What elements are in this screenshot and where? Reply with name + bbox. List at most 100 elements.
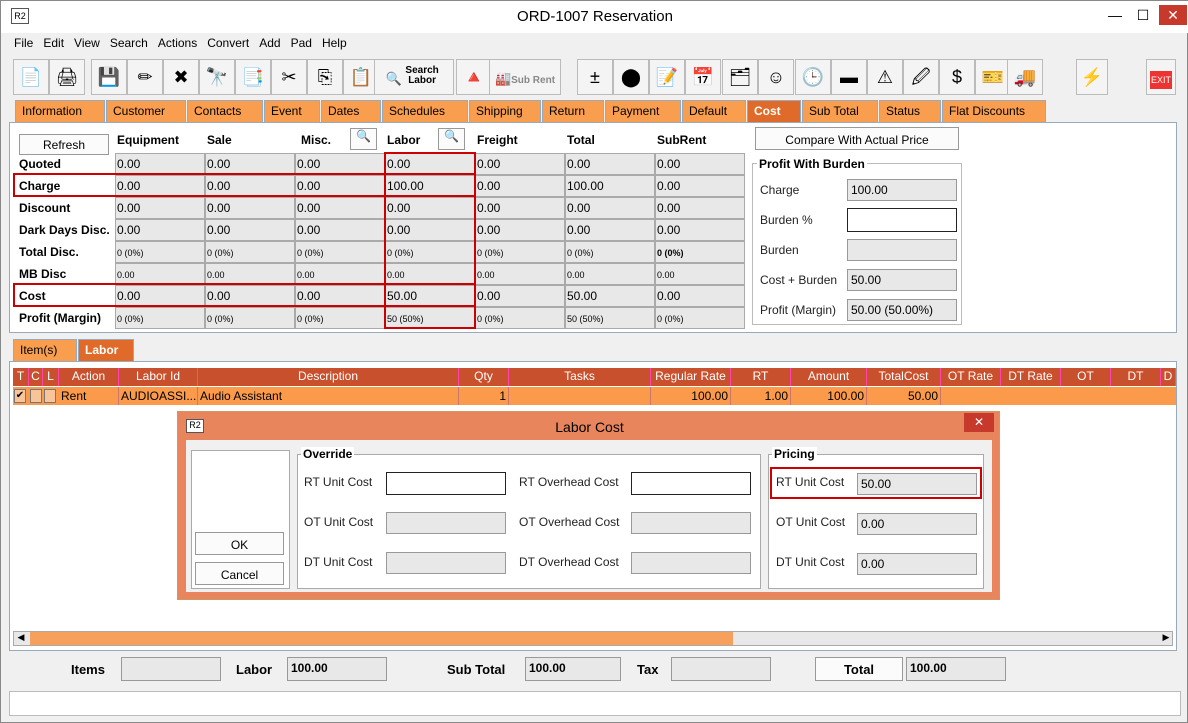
minimize-button[interactable]: — (1108, 7, 1122, 23)
sub-rent-button[interactable]: 🏭Sub Rent (489, 59, 561, 95)
edit-doc-button[interactable]: 🖉 (903, 59, 939, 95)
track-checkbox[interactable]: ✔ (14, 389, 26, 403)
horizontal-scrollbar[interactable]: ◀ ▶ (13, 631, 1173, 646)
subtab-items[interactable]: Item(s) (13, 339, 77, 361)
delete-button[interactable]: ✖ (163, 59, 199, 95)
copy-button[interactable]: ⎘ (307, 59, 343, 95)
maximize-button[interactable]: ☐ (1136, 7, 1150, 23)
shapes-button[interactable]: 🔺 (456, 59, 492, 95)
currency-button[interactable]: $ (939, 59, 975, 95)
clock-doc-button[interactable]: 🕒 (795, 59, 831, 95)
grid-header-totalcost[interactable]: TotalCost (867, 368, 941, 386)
grid-header-l[interactable]: L (43, 368, 59, 386)
grid-header-regular-rate[interactable]: Regular Rate (651, 368, 731, 386)
l-checkbox[interactable] (44, 389, 56, 403)
menu-view[interactable]: View (74, 36, 100, 50)
grid-header-t[interactable]: T (13, 368, 29, 386)
org-chart-button[interactable]: 🗂 (722, 59, 758, 95)
menu-help[interactable]: Help (321, 36, 347, 50)
grid-cell-qty[interactable]: 1 (459, 387, 509, 405)
binoculars-button[interactable]: 🔭 (199, 59, 235, 95)
grid-header-dt-rate[interactable]: DT Rate (1001, 368, 1061, 386)
compare-actual-price-button[interactable]: Compare With Actual Price (755, 127, 959, 150)
grid-header-ot-rate[interactable]: OT Rate (941, 368, 1001, 386)
menu-edit[interactable]: Edit (43, 36, 65, 50)
coupons-button[interactable]: 🎫 (975, 59, 1011, 95)
copy-order-button[interactable]: 📑 (235, 59, 271, 95)
menu-pad[interactable]: Pad (290, 36, 312, 50)
tab-information[interactable]: Information (15, 100, 105, 122)
menu-file[interactable]: File (14, 36, 34, 50)
close-button[interactable]: ✕ (1159, 5, 1187, 25)
ok-button[interactable]: OK (195, 532, 284, 555)
grid-header-action[interactable]: Action (59, 368, 119, 386)
menu-add[interactable]: Add (259, 36, 281, 50)
grid-header-tasks[interactable]: Tasks (509, 368, 651, 386)
scroll-right-icon[interactable]: ▶ (1162, 632, 1170, 642)
grid-cell-amount[interactable]: 100.00 (791, 387, 867, 405)
scroll-left-icon[interactable]: ◀ (17, 632, 25, 642)
override-rt-overhead-input[interactable] (631, 472, 751, 495)
tab-contacts[interactable]: Contacts (187, 100, 263, 122)
tab-sub-total[interactable]: Sub Total (802, 100, 878, 122)
tab-event[interactable]: Event (264, 100, 320, 122)
print-button[interactable]: 🖨 (49, 59, 85, 95)
burden-pct-input[interactable] (847, 208, 957, 232)
grid-cell-labor-id[interactable]: AUDIOASSI... (119, 387, 198, 405)
tab-flat-discounts[interactable]: Flat Discounts (942, 100, 1046, 122)
tab-default[interactable]: Default (682, 100, 746, 122)
tab-customer[interactable]: Customer (106, 100, 186, 122)
tab-cost[interactable]: Cost (747, 100, 801, 122)
smiley-button[interactable]: ☺ (758, 59, 794, 95)
c-checkbox[interactable] (30, 389, 42, 403)
truck-button[interactable]: 🚚 (1007, 59, 1043, 95)
misc-search-icon[interactable]: 🔍 (350, 128, 377, 150)
grid-cell-tasks[interactable] (509, 387, 651, 405)
tab-payment[interactable]: Payment (605, 100, 681, 122)
group-button[interactable]: ⬤ (613, 59, 649, 95)
exit-button[interactable]: EXIT (1146, 59, 1176, 95)
dialog-close-button[interactable]: ✕ (964, 413, 994, 432)
menu-search[interactable]: Search (109, 36, 148, 50)
add-remove-button[interactable]: ± (577, 59, 613, 95)
grid-header-rt[interactable]: RT (731, 368, 791, 386)
edit-pencil-icon: ✏ (137, 67, 153, 87)
tab-dates[interactable]: Dates (321, 100, 381, 122)
grid-cell-description[interactable]: Audio Assistant (198, 387, 459, 405)
ingot-button[interactable]: ▬ (831, 59, 867, 95)
edit-pencil-button[interactable]: ✏ (127, 59, 163, 95)
grid-header-dt[interactable]: DT (1111, 368, 1161, 386)
search-labor-button[interactable]: 🔍Search Labor (374, 59, 454, 95)
grid-header-c[interactable]: C (29, 368, 43, 386)
notes-button[interactable]: 📝 (649, 59, 685, 95)
lightning-button[interactable]: ⚡ (1076, 59, 1108, 95)
menu-convert[interactable]: Convert (207, 36, 250, 50)
grid-cell-action[interactable]: Rent (59, 387, 119, 405)
tab-schedules[interactable]: Schedules (382, 100, 468, 122)
grid-cell-regular-rate[interactable]: 100.00 (651, 387, 731, 405)
labor-search-icon[interactable]: 🔍 (438, 128, 465, 150)
cost-cell: 50.00 (565, 285, 655, 307)
grid-header-qty[interactable]: Qty (459, 368, 509, 386)
grid-header-d[interactable]: D (1161, 368, 1176, 386)
alert-person-button[interactable]: ⚠ (867, 59, 903, 95)
save-button[interactable]: 💾 (91, 59, 127, 95)
tab-return[interactable]: Return (542, 100, 604, 122)
tab-status[interactable]: Status (879, 100, 941, 122)
cut-button[interactable]: ✂ (271, 59, 307, 95)
grid-header-labor-id[interactable]: Labor Id (119, 368, 198, 386)
grid-header-description[interactable]: Description (198, 368, 459, 386)
scrollbar-thumb[interactable] (30, 632, 733, 645)
grid-cell-rt[interactable]: 1.00 (731, 387, 791, 405)
grid-header-ot[interactable]: OT (1061, 368, 1111, 386)
override-rt-unit-input[interactable] (386, 472, 506, 495)
menu-actions[interactable]: Actions (157, 36, 198, 50)
tab-shipping[interactable]: Shipping (469, 100, 541, 122)
calendar-button[interactable]: 📅 (685, 59, 721, 95)
cancel-button[interactable]: Cancel (195, 562, 284, 585)
subtab-labor[interactable]: Labor (78, 339, 134, 361)
grid-cell-total-cost[interactable]: 50.00 (867, 387, 941, 405)
new-document-button[interactable]: 📄 (13, 59, 49, 95)
grid-header-amount[interactable]: Amount (791, 368, 867, 386)
refresh-button[interactable]: Refresh (19, 134, 109, 155)
